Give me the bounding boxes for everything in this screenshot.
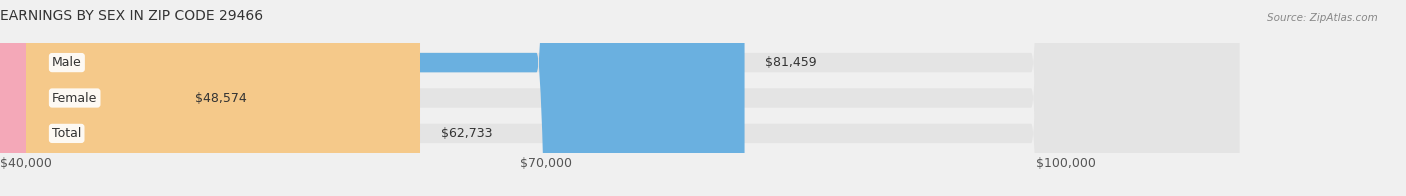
FancyBboxPatch shape xyxy=(25,0,420,196)
Text: Female: Female xyxy=(52,92,97,104)
Text: $81,459: $81,459 xyxy=(765,56,817,69)
Text: $48,574: $48,574 xyxy=(195,92,247,104)
FancyBboxPatch shape xyxy=(25,0,1239,196)
Text: EARNINGS BY SEX IN ZIP CODE 29466: EARNINGS BY SEX IN ZIP CODE 29466 xyxy=(0,9,263,23)
Text: Source: ZipAtlas.com: Source: ZipAtlas.com xyxy=(1267,13,1378,23)
FancyBboxPatch shape xyxy=(0,0,233,196)
FancyBboxPatch shape xyxy=(25,0,1239,196)
FancyBboxPatch shape xyxy=(25,0,745,196)
Text: $62,733: $62,733 xyxy=(441,127,492,140)
Text: Total: Total xyxy=(52,127,82,140)
Text: Male: Male xyxy=(52,56,82,69)
FancyBboxPatch shape xyxy=(25,0,1239,196)
